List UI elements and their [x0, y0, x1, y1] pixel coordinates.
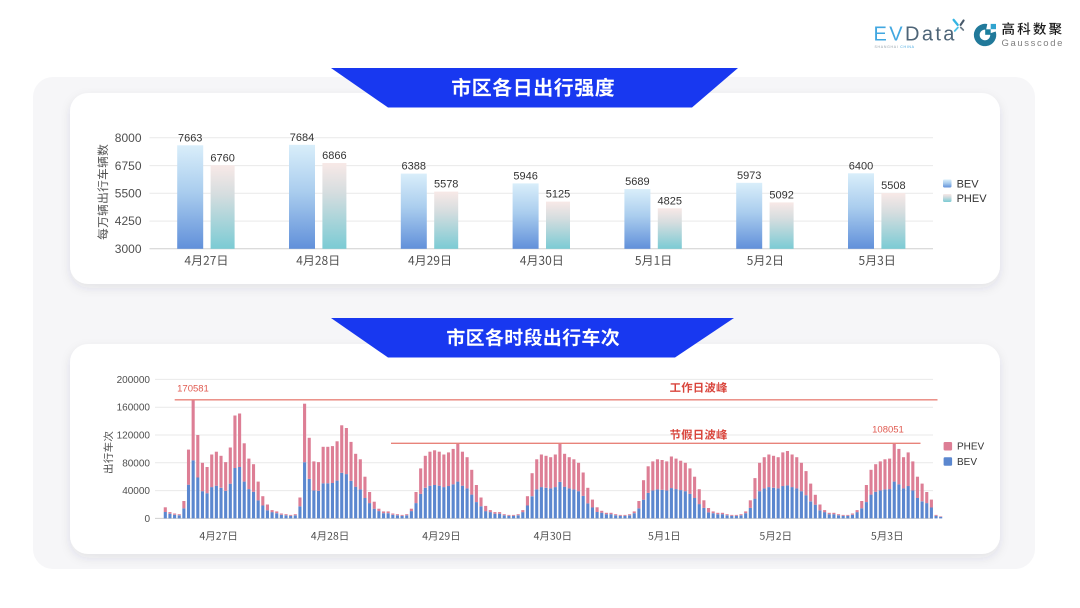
svg-text:8000: 8000: [115, 131, 142, 145]
svg-text:5092: 5092: [769, 189, 793, 201]
svg-text:6760: 6760: [210, 152, 234, 164]
svg-text:5508: 5508: [881, 180, 905, 192]
svg-text:5973: 5973: [737, 170, 761, 182]
svg-text:6388: 6388: [402, 161, 426, 173]
svg-text:6400: 6400: [849, 160, 873, 172]
svg-text:160000: 160000: [117, 403, 151, 414]
svg-text:4250: 4250: [115, 214, 142, 228]
svg-text:5125: 5125: [546, 189, 570, 201]
svg-text:0: 0: [144, 514, 150, 525]
svg-text:6750: 6750: [115, 159, 142, 173]
svg-text:EVData: EVData: [874, 24, 957, 46]
svg-text:6866: 6866: [322, 150, 346, 162]
svg-text:7684: 7684: [290, 132, 314, 144]
svg-text:120000: 120000: [117, 431, 151, 442]
svg-text:5500: 5500: [115, 187, 142, 201]
svg-text:BEV: BEV: [957, 457, 977, 468]
svg-text:PHEV: PHEV: [957, 193, 988, 205]
svg-text:Gausscode: Gausscode: [1002, 38, 1064, 49]
svg-text:5946: 5946: [513, 170, 537, 182]
svg-text:200000: 200000: [117, 375, 151, 386]
svg-text:108051: 108051: [872, 425, 904, 436]
svg-text:5578: 5578: [434, 179, 458, 191]
svg-text:7663: 7663: [178, 132, 202, 144]
svg-text:40000: 40000: [122, 486, 150, 497]
svg-text:PHEV: PHEV: [957, 442, 985, 453]
svg-text:5689: 5689: [625, 176, 649, 188]
svg-text:4825: 4825: [658, 195, 682, 207]
svg-text:3000: 3000: [115, 242, 142, 256]
svg-text:SHANGHAI CHINA: SHANGHAI CHINA: [875, 45, 915, 49]
svg-text:BEV: BEV: [957, 179, 980, 191]
svg-text:170581: 170581: [177, 384, 209, 395]
svg-text:80000: 80000: [122, 458, 150, 469]
